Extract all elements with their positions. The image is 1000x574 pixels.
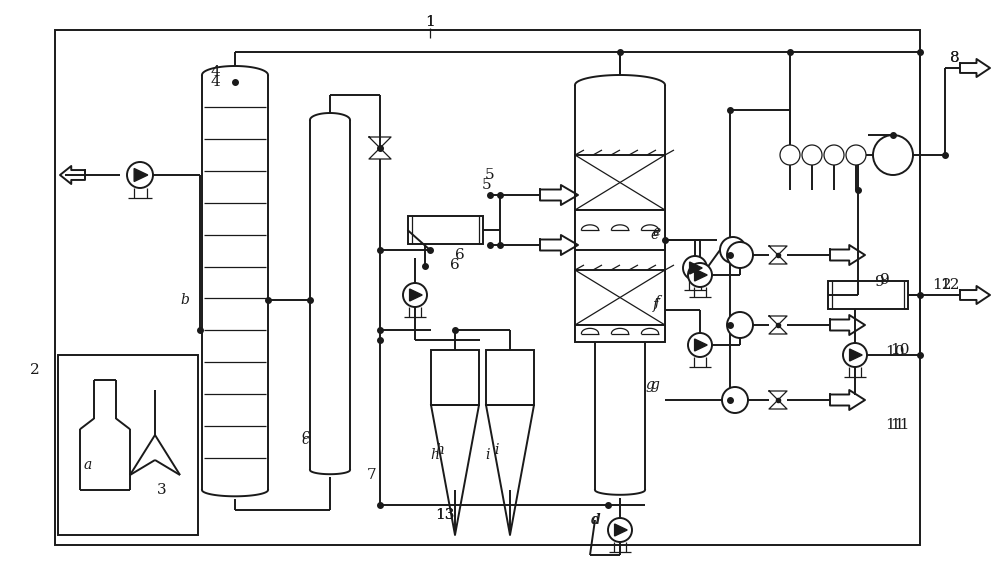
Bar — [575, 210, 665, 250]
Circle shape — [727, 312, 753, 338]
Text: h: h — [431, 448, 439, 462]
Polygon shape — [486, 405, 534, 535]
Bar — [575, 155, 665, 210]
Text: 6: 6 — [450, 258, 460, 272]
Circle shape — [688, 263, 712, 287]
Bar — [58, 355, 198, 535]
Text: 7: 7 — [367, 468, 377, 482]
Text: 11: 11 — [890, 418, 910, 432]
Text: 4: 4 — [210, 65, 220, 79]
Text: 8: 8 — [950, 51, 960, 65]
Polygon shape — [695, 269, 707, 281]
Text: 8: 8 — [950, 51, 960, 65]
Text: 9: 9 — [875, 275, 885, 289]
Polygon shape — [850, 349, 862, 361]
Polygon shape — [695, 339, 707, 351]
Circle shape — [403, 283, 427, 307]
Circle shape — [127, 162, 153, 188]
Circle shape — [683, 256, 707, 280]
Text: 10: 10 — [885, 345, 905, 359]
Bar — [408, 216, 482, 244]
Text: d: d — [591, 513, 599, 527]
Text: 5: 5 — [485, 168, 495, 182]
Circle shape — [802, 145, 822, 165]
Bar — [575, 325, 665, 342]
Text: 9: 9 — [880, 273, 890, 287]
Text: g: g — [651, 378, 659, 392]
Text: 2: 2 — [30, 363, 40, 377]
Text: f: f — [652, 298, 658, 312]
Polygon shape — [410, 289, 422, 301]
Text: 11: 11 — [885, 418, 905, 432]
Text: 10: 10 — [890, 343, 910, 357]
Text: 1: 1 — [425, 15, 435, 29]
Text: f: f — [654, 295, 660, 309]
Polygon shape — [690, 262, 702, 274]
Text: h: h — [436, 443, 444, 457]
Text: g: g — [646, 378, 654, 392]
Circle shape — [688, 333, 712, 357]
Circle shape — [873, 135, 913, 175]
Text: 5: 5 — [482, 178, 492, 192]
Polygon shape — [134, 169, 148, 181]
Bar — [55, 30, 920, 545]
Text: c: c — [301, 428, 309, 442]
Text: c: c — [301, 433, 309, 447]
Bar — [828, 281, 908, 309]
Circle shape — [720, 237, 746, 263]
Circle shape — [824, 145, 844, 165]
Text: 13: 13 — [435, 508, 455, 522]
Text: 12: 12 — [940, 278, 960, 292]
Bar — [431, 350, 479, 405]
Circle shape — [843, 343, 867, 367]
Text: i: i — [495, 443, 499, 457]
Text: d: d — [592, 513, 600, 527]
Bar — [575, 270, 665, 325]
Text: 12: 12 — [932, 278, 952, 292]
Bar — [486, 350, 534, 405]
Text: 4: 4 — [210, 75, 220, 89]
Circle shape — [727, 242, 753, 268]
Text: 6: 6 — [455, 248, 465, 262]
Text: a: a — [84, 458, 92, 472]
Circle shape — [608, 518, 632, 542]
Text: 3: 3 — [157, 483, 167, 497]
Circle shape — [846, 145, 866, 165]
Text: i: i — [486, 448, 490, 462]
Circle shape — [722, 387, 748, 413]
Text: e: e — [653, 225, 661, 239]
Text: 1: 1 — [425, 15, 435, 29]
Text: e: e — [651, 228, 659, 242]
Polygon shape — [431, 405, 479, 535]
Text: b: b — [181, 293, 189, 307]
Circle shape — [780, 145, 800, 165]
Text: 13: 13 — [435, 508, 455, 522]
Polygon shape — [615, 524, 627, 536]
